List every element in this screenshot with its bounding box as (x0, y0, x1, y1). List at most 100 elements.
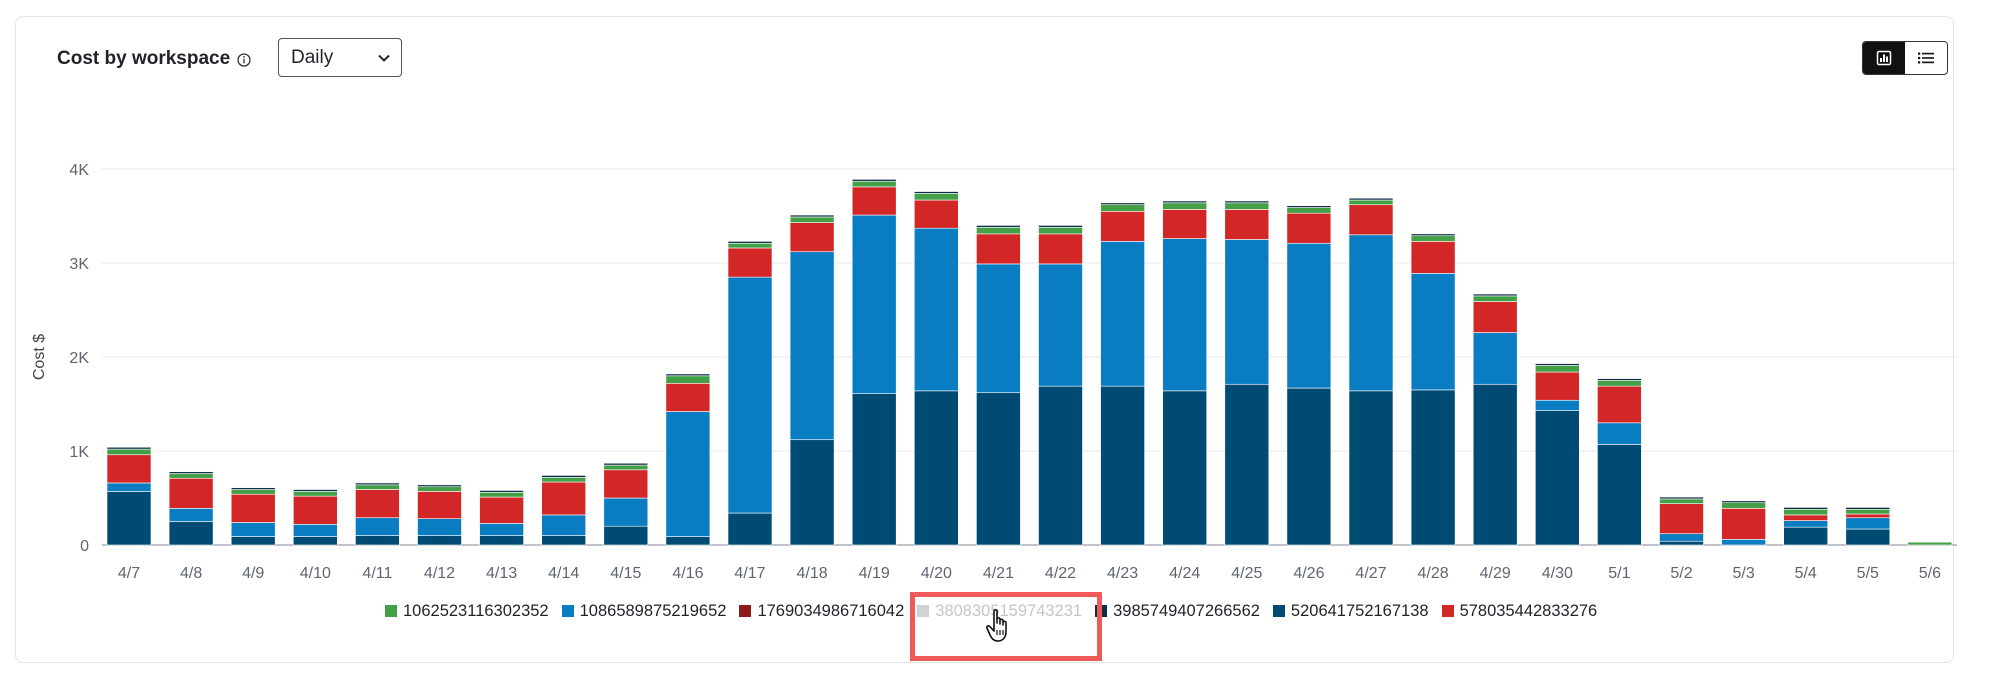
bar-segment[interactable] (1472, 332, 1518, 385)
bar-segment[interactable] (541, 514, 587, 536)
bar-segment[interactable] (1659, 533, 1704, 542)
bar-segment[interactable] (1286, 212, 1332, 244)
bar-segment[interactable] (1845, 508, 1891, 515)
bar-segment[interactable] (106, 482, 152, 492)
bar-segment[interactable] (1038, 233, 1083, 265)
bar-segment[interactable] (168, 473, 214, 479)
bar-segment[interactable] (603, 469, 649, 499)
bar-segment[interactable] (168, 508, 214, 522)
bar-segment[interactable] (355, 489, 400, 519)
bar-segment[interactable] (851, 214, 897, 394)
bar-segment[interactable] (1472, 293, 1518, 297)
bar-segment[interactable] (1410, 233, 1456, 237)
bar-segment[interactable] (1845, 517, 1891, 530)
bar-segment[interactable] (1783, 520, 1828, 528)
bar-segment[interactable] (727, 276, 773, 514)
bar-segment[interactable] (789, 439, 835, 546)
bar-segment[interactable] (479, 496, 524, 524)
bar-segment[interactable] (1721, 502, 1766, 509)
chart-view-button[interactable] (1863, 42, 1905, 74)
bar-segment[interactable] (1472, 301, 1518, 333)
bar-segment[interactable] (603, 497, 649, 527)
bar-segment[interactable] (851, 393, 897, 546)
legend-item[interactable]: 578035442833276 (1441, 602, 1597, 621)
bar-segment[interactable] (976, 225, 1021, 228)
bar-segment[interactable] (292, 489, 338, 492)
bar-segment[interactable] (541, 535, 587, 546)
bar-segment[interactable] (976, 226, 1021, 235)
bar-segment[interactable] (230, 522, 276, 537)
bar-segment[interactable] (1162, 209, 1207, 239)
bar-segment[interactable] (1038, 263, 1083, 387)
bar-segment[interactable] (727, 242, 773, 249)
bar-segment[interactable] (541, 477, 587, 483)
bar-segment[interactable] (1348, 199, 1394, 206)
bar-segment[interactable] (1783, 514, 1828, 521)
bar-segment[interactable] (789, 216, 835, 223)
bar-segment[interactable] (913, 390, 959, 546)
bar-segment[interactable] (417, 518, 462, 536)
legend-item[interactable]: 1062523116302352 (385, 602, 549, 621)
legend-item[interactable]: 520641752167138 (1272, 602, 1429, 621)
bar-segment[interactable] (1162, 390, 1207, 546)
bar-segment[interactable] (230, 489, 276, 495)
bar-segment[interactable] (1721, 500, 1766, 504)
bar-segment[interactable] (417, 486, 462, 492)
bar-segment[interactable] (1783, 526, 1828, 546)
bar-segment[interactable] (1535, 399, 1580, 411)
bar-segment[interactable] (355, 482, 400, 486)
bar-segment[interactable] (479, 535, 524, 546)
bar-segment[interactable] (1659, 498, 1704, 504)
bar-segment[interactable] (168, 471, 214, 474)
bar-segment[interactable] (1410, 389, 1456, 546)
bar-segment[interactable] (665, 375, 711, 384)
bar-segment[interactable] (479, 490, 524, 493)
bar-segment[interactable] (1224, 239, 1270, 385)
bar-segment[interactable] (1348, 390, 1394, 546)
bar-segment[interactable] (665, 411, 711, 537)
bar-segment[interactable] (913, 227, 959, 392)
bar-segment[interactable] (1162, 238, 1207, 392)
bar-segment[interactable] (1783, 508, 1828, 516)
bar-segment[interactable] (727, 512, 773, 546)
bar-segment[interactable] (1038, 225, 1083, 228)
bar-segment[interactable] (1535, 410, 1580, 546)
bar-segment[interactable] (851, 186, 897, 216)
bar-segment[interactable] (1597, 422, 1642, 445)
list-view-button[interactable] (1905, 42, 1947, 74)
bar-segment[interactable] (1224, 200, 1270, 204)
bar-segment[interactable] (1286, 205, 1332, 208)
bar-segment[interactable] (789, 222, 835, 253)
bar-segment[interactable] (789, 214, 835, 218)
bar-segment[interactable] (106, 446, 152, 450)
bar-segment[interactable] (1410, 235, 1456, 242)
bar-segment[interactable] (1100, 204, 1145, 212)
bar-segment[interactable] (1100, 211, 1145, 242)
bar-segment[interactable] (1597, 385, 1642, 424)
bar-segment[interactable] (1224, 209, 1270, 240)
bar-segment[interactable] (1038, 226, 1083, 235)
legend-item[interactable]: 1769034986716042 (739, 602, 904, 621)
bar-segment[interactable] (106, 448, 152, 456)
bar-segment[interactable] (727, 241, 773, 244)
bar-segment[interactable] (479, 492, 524, 498)
bar-segment[interactable] (1348, 234, 1394, 392)
bar-segment[interactable] (913, 199, 959, 229)
info-icon[interactable] (237, 53, 251, 67)
bar-segment[interactable] (1535, 365, 1580, 373)
bar-segment[interactable] (1597, 444, 1642, 546)
bar-segment[interactable] (1659, 540, 1704, 546)
bar-segment[interactable] (292, 495, 338, 525)
bar-segment[interactable] (355, 517, 400, 536)
bar-segment[interactable] (1845, 528, 1891, 546)
bar-segment[interactable] (1845, 507, 1891, 510)
bar-segment[interactable] (1162, 202, 1207, 210)
bar-segment[interactable] (106, 491, 152, 546)
legend-item[interactable]: 1086589875219652 (561, 602, 726, 621)
bar-segment[interactable] (1038, 385, 1083, 546)
bar-segment[interactable] (1721, 539, 1766, 546)
bar-segment[interactable] (1597, 378, 1642, 381)
bar-segment[interactable] (479, 523, 524, 536)
bar-segment[interactable] (168, 521, 214, 546)
bar-segment[interactable] (1348, 204, 1394, 236)
